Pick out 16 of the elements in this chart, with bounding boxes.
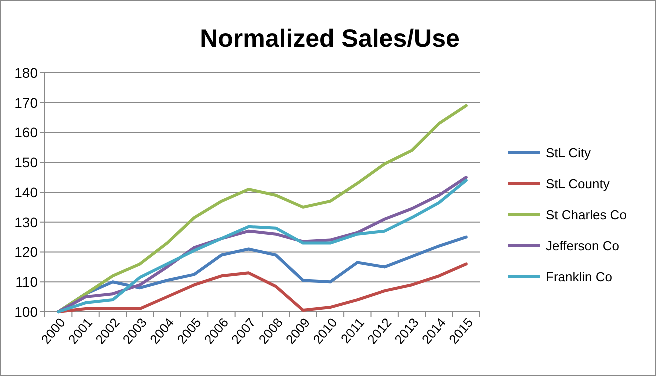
legend-label: StL County [546,176,610,192]
legend-label: Jefferson Co [546,238,620,254]
y-tick-label: 110 [16,274,38,290]
legend-label: StL City [546,146,592,161]
line-series [57,262,468,314]
y-tick-label: 130 [14,214,38,230]
y-tick-label: 120 [14,244,38,260]
y-tick-label: 140 [14,184,38,200]
legend-label: Franklin Co [546,270,612,285]
chart-title: Normalized Sales/Use [200,25,460,53]
y-tick-label: 160 [14,124,38,141]
y-tick-label: 180 [14,64,38,81]
legend-label: St Charles Co [546,208,627,223]
y-tick-label: 170 [14,94,38,111]
y-tick-label: 150 [14,154,38,171]
y-tick-label: 100 [14,304,38,320]
